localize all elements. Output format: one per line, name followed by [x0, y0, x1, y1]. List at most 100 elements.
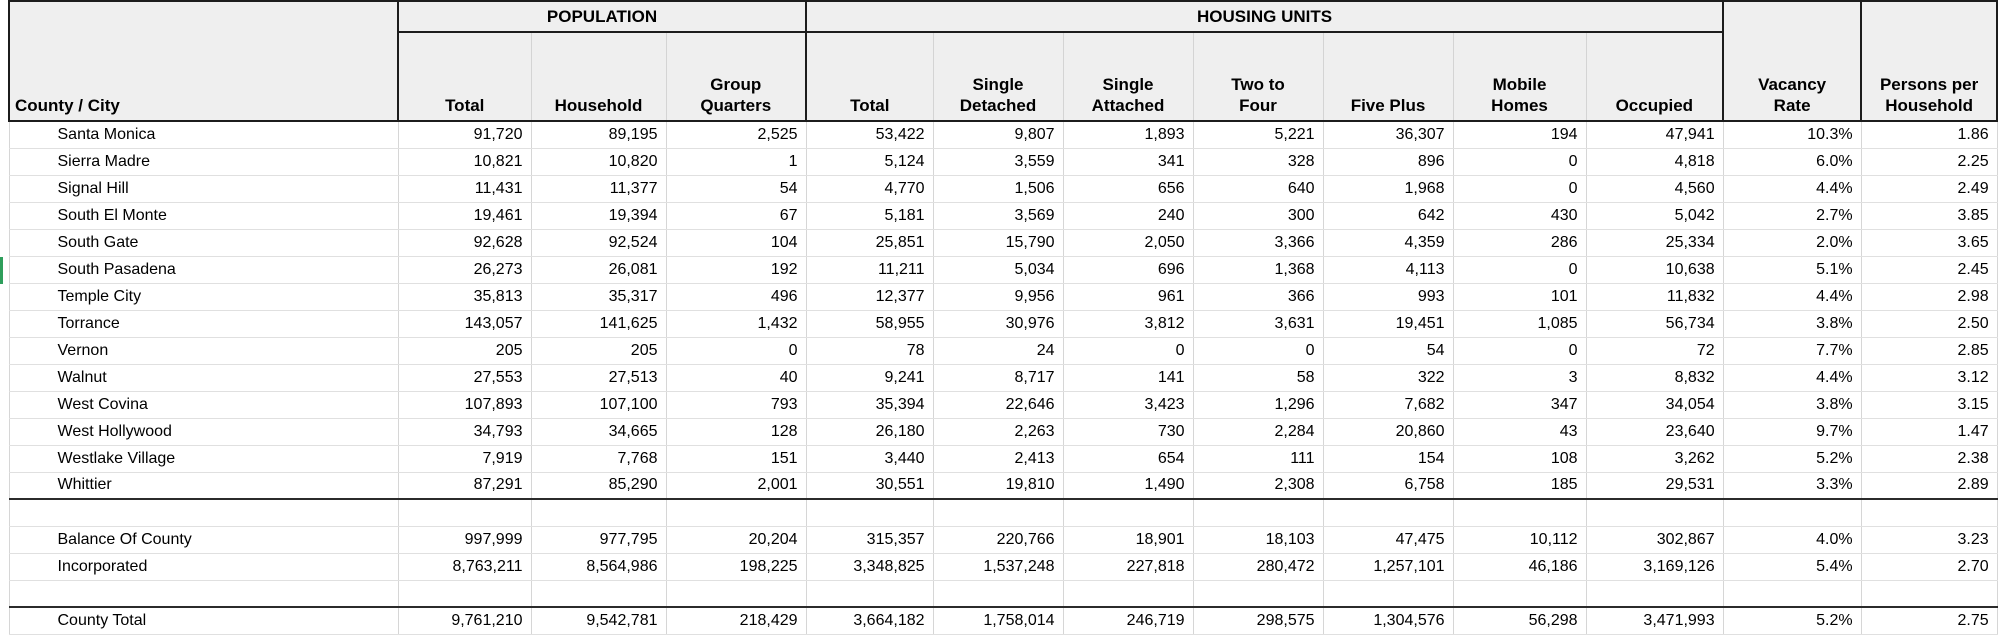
- value-cell[interactable]: 1,432: [666, 310, 807, 338]
- value-cell[interactable]: 322: [1323, 364, 1454, 392]
- value-cell[interactable]: 47,941: [1586, 121, 1724, 149]
- value-cell[interactable]: 227,818: [1063, 553, 1194, 581]
- value-cell[interactable]: [806, 499, 934, 527]
- value-cell[interactable]: 26,273: [398, 256, 532, 284]
- value-cell[interactable]: 3,169,126: [1586, 553, 1724, 581]
- value-cell[interactable]: 6.0%: [1723, 148, 1862, 176]
- value-cell[interactable]: [1861, 580, 1998, 608]
- value-cell[interactable]: 2.25: [1861, 148, 1998, 176]
- value-cell[interactable]: 3,812: [1063, 310, 1194, 338]
- value-cell[interactable]: 58,955: [806, 310, 934, 338]
- value-cell[interactable]: 92,628: [398, 229, 532, 257]
- value-cell[interactable]: 0: [1193, 337, 1324, 365]
- value-cell[interactable]: 1,368: [1193, 256, 1324, 284]
- value-cell[interactable]: 0: [1453, 175, 1587, 203]
- pop-total-header-cell[interactable]: Total: [397, 32, 532, 122]
- value-cell[interactable]: 2.45: [1861, 256, 1998, 284]
- value-cell[interactable]: 961: [1063, 283, 1194, 311]
- value-cell[interactable]: 1,257,101: [1323, 553, 1454, 581]
- value-cell[interactable]: 10.3%: [1723, 121, 1862, 149]
- value-cell[interactable]: 11,377: [531, 175, 667, 203]
- value-cell[interactable]: 5.1%: [1723, 256, 1862, 284]
- value-cell[interactable]: 2.38: [1861, 445, 1998, 473]
- value-cell[interactable]: 19,810: [933, 472, 1064, 500]
- value-cell[interactable]: 3,348,825: [806, 553, 934, 581]
- value-cell[interactable]: 20,204: [666, 526, 807, 554]
- value-cell[interactable]: [398, 499, 532, 527]
- value-cell[interactable]: 3,631: [1193, 310, 1324, 338]
- value-cell[interactable]: 2.75: [1861, 606, 1998, 635]
- row-label-cell[interactable]: [8, 580, 399, 608]
- value-cell[interactable]: [1453, 499, 1587, 527]
- value-cell[interactable]: 53,422: [806, 121, 934, 149]
- value-cell[interactable]: 2,413: [933, 445, 1064, 473]
- value-cell[interactable]: 54: [1323, 337, 1454, 365]
- value-cell[interactable]: [1586, 499, 1724, 527]
- value-cell[interactable]: 0: [1453, 337, 1587, 365]
- value-cell[interactable]: 2.98: [1861, 283, 1998, 311]
- value-cell[interactable]: [1063, 580, 1194, 608]
- value-cell[interactable]: 104: [666, 229, 807, 257]
- value-cell[interactable]: 10,638: [1586, 256, 1724, 284]
- value-cell[interactable]: 205: [531, 337, 667, 365]
- value-cell[interactable]: 3,664,182: [806, 606, 934, 635]
- value-cell[interactable]: 25,851: [806, 229, 934, 257]
- hu-single-detached-header-cell[interactable]: Single Detached: [933, 32, 1064, 122]
- value-cell[interactable]: 205: [398, 337, 532, 365]
- value-cell[interactable]: 2,308: [1193, 472, 1324, 500]
- value-cell[interactable]: 9,761,210: [398, 606, 532, 635]
- value-cell[interactable]: 2.70: [1861, 553, 1998, 581]
- value-cell[interactable]: 730: [1063, 418, 1194, 446]
- value-cell[interactable]: 347: [1453, 391, 1587, 419]
- value-cell[interactable]: [1193, 499, 1324, 527]
- value-cell[interactable]: 9,542,781: [531, 606, 667, 635]
- row-label-cell[interactable]: South El Monte: [8, 202, 399, 230]
- value-cell[interactable]: 35,813: [398, 283, 532, 311]
- value-cell[interactable]: 5.2%: [1723, 606, 1862, 635]
- value-cell[interactable]: 1,893: [1063, 121, 1194, 149]
- value-cell[interactable]: 154: [1323, 445, 1454, 473]
- value-cell[interactable]: 2,050: [1063, 229, 1194, 257]
- value-cell[interactable]: [1063, 499, 1194, 527]
- value-cell[interactable]: 19,394: [531, 202, 667, 230]
- row-label-cell[interactable]: Signal Hill: [8, 175, 399, 203]
- value-cell[interactable]: 2,284: [1193, 418, 1324, 446]
- value-cell[interactable]: 9,241: [806, 364, 934, 392]
- value-cell[interactable]: 5.4%: [1723, 553, 1862, 581]
- value-cell[interactable]: 5,181: [806, 202, 934, 230]
- housing-units-group-header[interactable]: HOUSING UNITS: [805, 0, 1724, 33]
- value-cell[interactable]: [1193, 580, 1324, 608]
- row-label-cell[interactable]: Sierra Madre: [8, 148, 399, 176]
- value-cell[interactable]: 298,575: [1193, 606, 1324, 635]
- value-cell[interactable]: [1323, 580, 1454, 608]
- value-cell[interactable]: 2.49: [1861, 175, 1998, 203]
- value-cell[interactable]: [531, 499, 667, 527]
- value-cell[interactable]: [1723, 580, 1862, 608]
- row-label-cell[interactable]: Vernon: [8, 337, 399, 365]
- value-cell[interactable]: 34,793: [398, 418, 532, 446]
- value-cell[interactable]: 3.85: [1861, 202, 1998, 230]
- value-cell[interactable]: 101: [1453, 283, 1587, 311]
- value-cell[interactable]: 656: [1063, 175, 1194, 203]
- value-cell[interactable]: 26,180: [806, 418, 934, 446]
- value-cell[interactable]: 8,763,211: [398, 553, 532, 581]
- value-cell[interactable]: 8,832: [1586, 364, 1724, 392]
- value-cell[interactable]: 1,758,014: [933, 606, 1064, 635]
- row-label-cell[interactable]: Westlake Village: [8, 445, 399, 473]
- row-label-cell[interactable]: South Gate: [8, 229, 399, 257]
- value-cell[interactable]: 0: [1453, 148, 1587, 176]
- value-cell[interactable]: 85,290: [531, 472, 667, 500]
- value-cell[interactable]: [398, 580, 532, 608]
- value-cell[interactable]: 36,307: [1323, 121, 1454, 149]
- value-cell[interactable]: 72: [1586, 337, 1724, 365]
- hu-five-plus-header-cell[interactable]: Five Plus: [1323, 32, 1454, 122]
- value-cell[interactable]: 1,085: [1453, 310, 1587, 338]
- value-cell[interactable]: 302,867: [1586, 526, 1724, 554]
- value-cell[interactable]: 40: [666, 364, 807, 392]
- value-cell[interactable]: 18,901: [1063, 526, 1194, 554]
- hu-single-attached-header-cell[interactable]: Single Attached: [1063, 32, 1194, 122]
- value-cell[interactable]: [1586, 580, 1724, 608]
- row-label-cell[interactable]: Incorporated: [8, 553, 399, 581]
- value-cell[interactable]: 10,821: [398, 148, 532, 176]
- value-cell[interactable]: 9.7%: [1723, 418, 1862, 446]
